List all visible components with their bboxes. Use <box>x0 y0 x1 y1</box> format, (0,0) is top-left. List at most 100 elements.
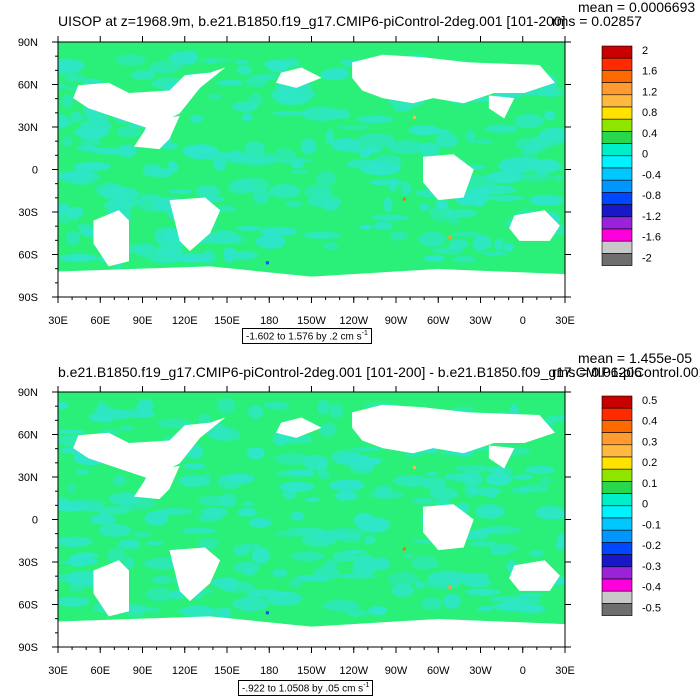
x-tick-label: 30E <box>48 315 68 327</box>
contour-band-patch <box>317 399 330 415</box>
rms-stat: rms = 0.02857 <box>552 13 642 29</box>
contour-band-patch <box>322 200 339 211</box>
x-tick-label: 30E <box>555 315 575 327</box>
land-mask <box>509 210 560 241</box>
contour-band-patch <box>235 59 249 65</box>
contour-band-patch <box>432 246 465 255</box>
contour-band-patch <box>77 145 97 152</box>
contour-band-patch <box>412 538 434 544</box>
y-tick-label: 30N <box>18 122 38 134</box>
colorbar-label: 0.2 <box>642 457 657 469</box>
contour-band-patch <box>346 159 383 169</box>
contour-band-patch <box>82 78 102 86</box>
contour-band-patch <box>90 147 130 155</box>
y-tick-label: 30S <box>18 557 38 569</box>
mean-stat: mean = 1.455e-05 <box>578 350 693 366</box>
x-tick-label: 90W <box>385 315 408 327</box>
contour-band-patch <box>331 138 361 152</box>
colorbar-swatch <box>601 468 633 482</box>
x-tick-label: 150W <box>297 315 326 327</box>
x-tick-label: 30W <box>469 665 492 677</box>
contour-band-patch <box>367 606 387 616</box>
x-tick-label: 0 <box>520 665 526 677</box>
contour-band-patch <box>322 600 360 612</box>
contour-band-patch <box>500 602 511 609</box>
colorbar-swatch <box>601 554 633 568</box>
contour-band-patch <box>211 152 237 159</box>
colorbar-swatch <box>601 407 633 421</box>
extreme-value-speck <box>412 465 416 469</box>
contour-band-patch <box>144 511 169 526</box>
contour-band-patch <box>89 514 116 525</box>
contour-band-patch <box>183 144 219 160</box>
colorbar-swatch <box>601 420 633 433</box>
colorbar-swatch <box>601 444 633 458</box>
contour-band-patch <box>154 227 174 241</box>
contour-range-label: -.922 to 1.0508 by .05 cm s-1 <box>238 680 374 697</box>
y-tick-label: 30S <box>18 207 38 219</box>
contour-band-patch <box>74 552 99 559</box>
contour-band-patch <box>259 226 298 236</box>
contour-band-patch <box>255 234 286 249</box>
colorbar-label: -0.8 <box>642 190 661 202</box>
contour-band-patch <box>302 231 342 239</box>
contour-band-patch <box>289 577 303 589</box>
land-mask <box>488 95 515 119</box>
contour-band-patch <box>464 483 478 498</box>
contour-band-patch <box>529 194 564 206</box>
contour-band-patch <box>245 75 268 88</box>
contour-band-patch <box>58 401 69 410</box>
contour-band-patch <box>73 162 111 171</box>
plot-area <box>58 392 565 647</box>
rms-stat: rms = 0.01206 <box>552 364 642 380</box>
contour-band-patch <box>245 590 264 599</box>
y-tick-label: 60S <box>18 600 38 612</box>
contour-band-patch <box>329 479 365 492</box>
colorbar-swatch <box>601 590 633 604</box>
contour-band-patch <box>544 110 556 121</box>
contour-band-patch <box>146 541 163 546</box>
contour-band-patch <box>356 115 394 124</box>
y-tick-label: 60N <box>18 80 38 92</box>
contour-band-patch <box>58 596 91 607</box>
contour-band-patch <box>305 497 320 502</box>
x-tick-label: 90W <box>385 665 408 677</box>
contour-band-patch <box>556 533 565 543</box>
x-tick-label: 0 <box>520 315 526 327</box>
colorbar-swatch <box>601 566 633 580</box>
contour-band-patch <box>58 536 93 547</box>
colorbar-label: 0.1 <box>642 478 657 490</box>
contour-band-patch <box>58 574 79 583</box>
contour-band-patch <box>167 160 179 173</box>
contour-band-patch <box>139 199 167 213</box>
contour-band-patch <box>178 606 215 617</box>
contour-band-patch <box>352 560 377 576</box>
contour-band-patch <box>302 106 341 121</box>
colorbar-label: -0.4 <box>642 582 661 594</box>
contour-band-patch <box>494 238 504 251</box>
contour-band-patch <box>355 146 382 153</box>
contour-band-patch <box>444 473 474 481</box>
contour-band-patch <box>201 507 228 518</box>
colorbar-label: -2 <box>642 252 652 264</box>
panel-title: b.e21.B1850.f19_g17.CMIP6-piControl-2deg… <box>58 364 700 380</box>
contour-band-patch <box>131 531 152 538</box>
contour-band-patch <box>220 493 237 508</box>
contour-band-patch <box>58 58 85 73</box>
contour-band-patch <box>426 471 438 476</box>
colorbar-label: 0.8 <box>642 107 657 119</box>
contour-band-patch <box>520 149 539 156</box>
contour-band-patch <box>452 256 476 263</box>
colorbar-label: 0.4 <box>642 128 657 140</box>
colorbar-swatch <box>601 481 633 494</box>
y-tick-label: 90N <box>18 387 38 399</box>
contour-band-patch <box>287 57 298 63</box>
contour-band-patch <box>514 113 544 129</box>
contour-band-patch <box>372 557 390 571</box>
contour-band-patch <box>400 182 412 196</box>
contour-band-patch <box>489 550 510 555</box>
colorbar-swatch <box>601 529 633 543</box>
contour-band-patch <box>555 540 565 550</box>
contour-band-patch <box>291 551 325 562</box>
contour-band-patch <box>94 183 127 197</box>
